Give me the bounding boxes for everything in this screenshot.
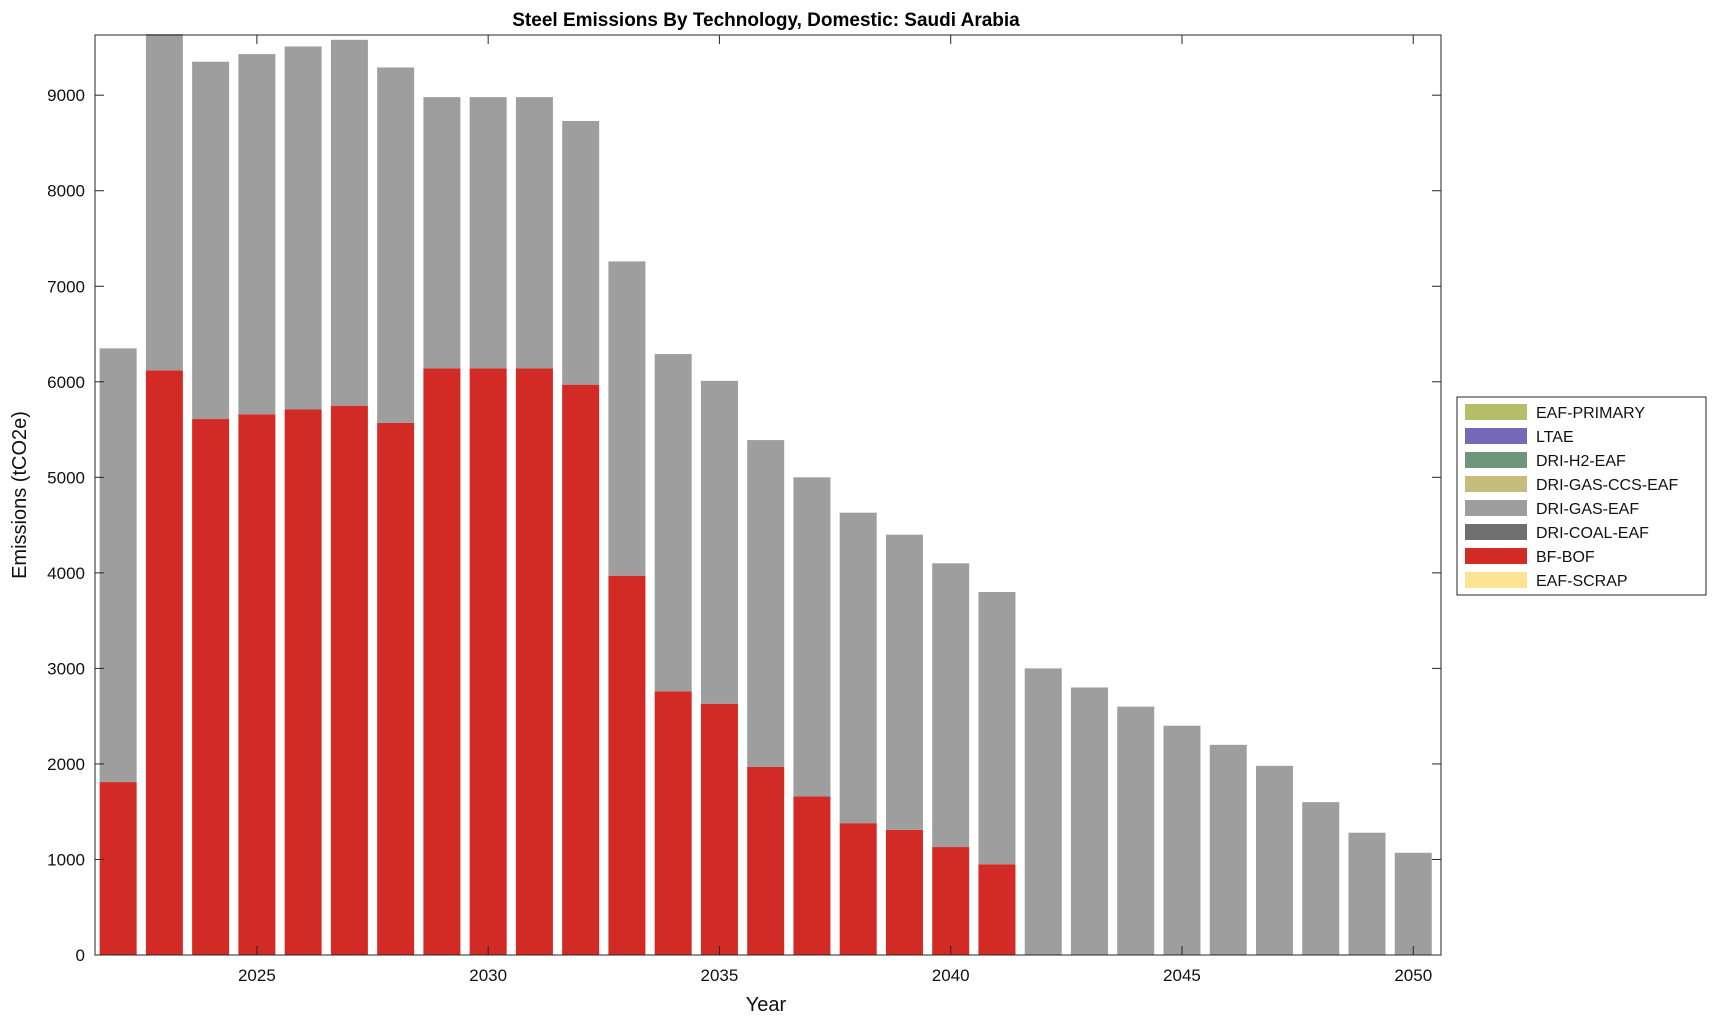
y-tick-label: 5000 xyxy=(47,468,85,487)
bar-dri-gas-eaf-2026 xyxy=(284,46,322,410)
bar-bf-bof-2034 xyxy=(654,691,692,955)
bar-dri-gas-eaf-2042 xyxy=(1024,668,1062,955)
chart-title: Steel Emissions By Technology, Domestic:… xyxy=(512,10,1020,31)
bar-dri-gas-eaf-2028 xyxy=(377,67,415,423)
bar-dri-gas-eaf-2037 xyxy=(793,477,831,797)
bar-bf-bof-2033 xyxy=(608,575,646,955)
bar-bf-bof-2022 xyxy=(99,782,137,955)
bar-dri-gas-eaf-2047 xyxy=(1255,765,1293,955)
bar-dri-gas-eaf-2034 xyxy=(654,354,692,692)
bar-bf-bof-2038 xyxy=(839,823,877,955)
legend-label-dri-coal-eaf: DRI-COAL-EAF xyxy=(1536,525,1649,542)
legend-swatch-dri-gas-eaf xyxy=(1465,500,1527,516)
legend-swatch-bf-bof xyxy=(1465,548,1527,564)
legend-label-ltae: LTAE xyxy=(1536,429,1574,446)
bar-bf-bof-2023 xyxy=(145,370,183,956)
y-tick-label: 8000 xyxy=(47,182,85,201)
legend-label-dri-gas-eaf: DRI-GAS-EAF xyxy=(1536,501,1639,518)
x-tick-label: 2035 xyxy=(701,966,739,985)
y-tick-label: 6000 xyxy=(47,373,85,392)
bar-dri-gas-eaf-2043 xyxy=(1070,687,1108,955)
legend-label-eaf-scrap: EAF-SCRAP xyxy=(1536,573,1628,590)
bar-bf-bof-2026 xyxy=(284,409,322,955)
bar-dri-gas-eaf-2031 xyxy=(515,97,553,369)
y-axis-title: Emissions (tCO2e) xyxy=(9,411,31,579)
bar-dri-gas-eaf-2029 xyxy=(423,97,461,369)
plot-frame xyxy=(94,34,1442,956)
bar-dri-gas-eaf-2039 xyxy=(885,534,923,830)
y-tick-label: 4000 xyxy=(47,564,85,583)
bar-dri-gas-eaf-2046 xyxy=(1209,744,1247,955)
bar-dri-gas-eaf-2045 xyxy=(1163,725,1201,955)
bar-dri-gas-eaf-2033 xyxy=(608,261,646,576)
ticks-layer: 0 1000 2000 3000 4000 5000 6000 7000 8000 9000 202… xyxy=(47,35,1441,985)
bar-bf-bof-2025 xyxy=(238,414,276,955)
y-tick-label: 1000 xyxy=(47,850,85,869)
bar-bf-bof-2027 xyxy=(330,405,368,955)
bar-dri-gas-eaf-2049 xyxy=(1348,832,1386,955)
y-tick-label: 9000 xyxy=(47,86,85,105)
bar-dri-gas-eaf-2023 xyxy=(145,34,183,371)
legend-swatch-dri-gas-ccs-eaf xyxy=(1465,476,1527,492)
bar-bf-bof-2035 xyxy=(700,703,738,955)
bar-dri-gas-eaf-2038 xyxy=(839,512,877,824)
x-axis-title: Year xyxy=(746,994,787,1016)
legend-items: EAF-PRIMARY LTAE DRI-H2-EAF DRI-GAS-CCS-EAF… xyxy=(1465,404,1678,590)
legend-label-eaf-primary: EAF-PRIMARY xyxy=(1536,405,1645,422)
bar-dri-gas-eaf-2044 xyxy=(1117,706,1155,955)
bar-bf-bof-2028 xyxy=(377,422,415,955)
bar-dri-gas-eaf-2036 xyxy=(747,440,785,767)
legend-swatch-dri-h2-eaf xyxy=(1465,452,1527,468)
bar-dri-gas-eaf-2024 xyxy=(192,61,230,420)
bar-dri-gas-eaf-2025 xyxy=(238,54,276,415)
bar-dri-gas-eaf-2048 xyxy=(1302,802,1340,955)
bars-layer xyxy=(99,34,1432,956)
y-tick-label: 0 xyxy=(76,946,85,965)
bar-bf-bof-2040 xyxy=(932,847,970,955)
bar-dri-gas-eaf-2027 xyxy=(330,39,368,406)
legend-label-dri-gas-ccs-eaf: DRI-GAS-CCS-EAF xyxy=(1536,477,1678,494)
bar-bf-bof-2031 xyxy=(515,368,553,955)
bar-dri-gas-eaf-2022 xyxy=(99,348,137,783)
x-tick-label: 2040 xyxy=(932,966,970,985)
legend-swatch-eaf-scrap xyxy=(1465,572,1527,588)
x-tick-label: 2050 xyxy=(1394,966,1432,985)
legend-swatch-ltae xyxy=(1465,428,1527,444)
legend-swatch-eaf-primary xyxy=(1465,404,1527,420)
bar-dri-gas-eaf-2030 xyxy=(469,97,507,369)
legend: EAF-PRIMARY LTAE DRI-H2-EAF DRI-GAS-CCS-EAF… xyxy=(1456,396,1707,596)
bar-dri-gas-eaf-2040 xyxy=(932,563,970,848)
bar-bf-bof-2032 xyxy=(562,384,600,955)
legend-label-dri-h2-eaf: DRI-H2-EAF xyxy=(1536,453,1626,470)
bar-bf-bof-2029 xyxy=(423,368,461,955)
x-tick-label: 2030 xyxy=(469,966,507,985)
bar-dri-gas-eaf-2035 xyxy=(700,380,738,704)
legend-swatch-dri-coal-eaf xyxy=(1465,524,1527,540)
y-tick-label: 2000 xyxy=(47,755,85,774)
y-tick-label: 7000 xyxy=(47,277,85,296)
y-tick-label: 3000 xyxy=(47,659,85,678)
bar-dri-gas-eaf-2032 xyxy=(562,120,600,385)
x-tick-label: 2025 xyxy=(238,966,276,985)
legend-label-bf-bof: BF-BOF xyxy=(1536,549,1595,566)
bar-dri-gas-eaf-2041 xyxy=(978,591,1016,865)
x-tick-label: 2045 xyxy=(1163,966,1201,985)
bar-bf-bof-2036 xyxy=(747,766,785,955)
bar-bf-bof-2030 xyxy=(469,368,507,955)
bar-bf-bof-2037 xyxy=(793,796,831,955)
bar-dri-gas-eaf-2050 xyxy=(1394,852,1432,955)
bar-bf-bof-2024 xyxy=(192,419,230,955)
bar-bf-bof-2039 xyxy=(885,829,923,955)
bar-bf-bof-2041 xyxy=(978,864,1016,955)
